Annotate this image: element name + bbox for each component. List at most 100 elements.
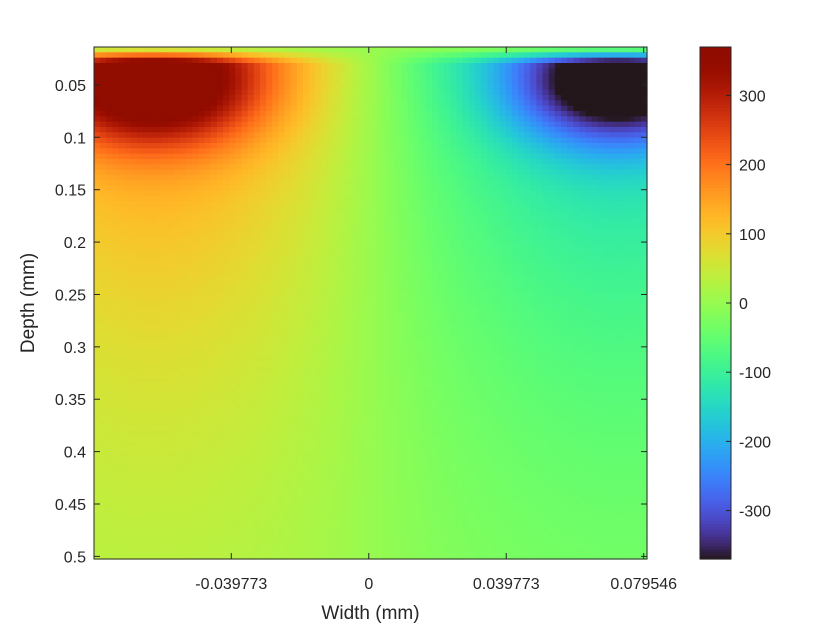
heatmap-cell <box>388 137 396 144</box>
heatmap-cell <box>149 212 157 219</box>
heatmap-cell <box>272 212 279 219</box>
heatmap-cell <box>610 137 617 144</box>
heatmap-cell <box>450 276 458 283</box>
heatmap-cell <box>603 89 611 96</box>
heatmap-cell <box>554 57 562 64</box>
heatmap-cell <box>603 281 611 288</box>
heatmap-cell <box>290 292 298 299</box>
heatmap-cell <box>94 105 101 112</box>
heatmap-cell <box>622 143 630 149</box>
heatmap-cell <box>634 260 642 267</box>
heatmap-cell <box>358 335 365 341</box>
heatmap-cell <box>505 239 513 245</box>
heatmap-cell <box>358 265 365 272</box>
heatmap-cell <box>118 196 126 203</box>
heatmap-cell <box>493 143 501 149</box>
heatmap-cell <box>309 191 316 197</box>
heatmap-cell <box>388 164 396 171</box>
heatmap-cell <box>591 84 599 91</box>
heatmap-cell <box>284 196 292 203</box>
heatmap-cell <box>364 265 372 272</box>
heatmap-cell <box>634 191 642 197</box>
heatmap-cell <box>253 191 261 197</box>
heatmap-cell <box>413 127 421 133</box>
heatmap-cell <box>266 175 273 181</box>
heatmap-cell <box>247 217 255 224</box>
heatmap-cell <box>223 73 230 80</box>
heatmap-cell <box>327 265 335 272</box>
heatmap-cell <box>407 260 415 267</box>
heatmap-cell <box>474 191 482 197</box>
heatmap-cell <box>315 223 322 229</box>
heatmap-cell <box>155 271 163 277</box>
heatmap-cell <box>610 201 617 208</box>
heatmap-cell <box>481 68 488 75</box>
heatmap-cell <box>161 143 169 149</box>
heatmap-cell <box>278 100 286 107</box>
heatmap-cell <box>628 63 636 69</box>
heatmap-cell <box>223 52 230 59</box>
heatmap-cell <box>167 239 175 245</box>
heatmap-cell <box>622 271 630 277</box>
heatmap-cell <box>431 153 439 160</box>
heatmap-cell <box>192 89 200 96</box>
heatmap-cell <box>229 164 236 171</box>
heatmap-cell <box>603 217 611 224</box>
heatmap-cell <box>296 217 304 224</box>
heatmap-cell <box>603 127 611 133</box>
heatmap-cell <box>487 127 494 133</box>
heatmap-cell <box>560 169 568 176</box>
heatmap-cell <box>567 175 574 181</box>
heatmap-cell <box>186 79 193 85</box>
heatmap-cell <box>573 244 581 251</box>
heatmap-cell <box>339 153 347 160</box>
heatmap-cell <box>438 153 445 160</box>
heatmap-cell <box>296 255 304 261</box>
heatmap-cell <box>327 239 335 245</box>
heatmap-cell <box>450 303 458 309</box>
heatmap-cell <box>395 159 402 165</box>
heatmap-cell <box>352 324 359 331</box>
heatmap-cell <box>278 292 286 299</box>
heatmap-cell <box>628 57 636 64</box>
heatmap-cell <box>481 217 488 224</box>
heatmap-cell <box>266 324 273 331</box>
heatmap-cell <box>407 159 415 165</box>
heatmap-cell <box>235 297 243 304</box>
heatmap-cell <box>364 121 372 128</box>
heatmap-cell <box>235 175 243 181</box>
heatmap-cell <box>493 63 501 69</box>
heatmap-cell <box>155 233 163 240</box>
heatmap-cell <box>388 47 396 53</box>
heatmap-cell <box>198 89 206 96</box>
heatmap-cell <box>554 169 562 176</box>
heatmap-cell <box>137 57 144 64</box>
heatmap-cell <box>382 121 390 128</box>
heatmap-cell <box>542 84 550 91</box>
heatmap-cell <box>536 276 544 283</box>
heatmap-cell <box>137 159 144 165</box>
heatmap-cell <box>358 207 365 213</box>
heatmap-cell <box>370 111 378 117</box>
heatmap-cell <box>505 297 513 304</box>
heatmap-cell <box>591 249 599 256</box>
heatmap-cell <box>339 105 347 112</box>
heatmap-cell <box>407 335 415 341</box>
heatmap-cell <box>192 175 200 181</box>
heatmap-cell <box>413 196 421 203</box>
heatmap-cell <box>603 52 611 59</box>
heatmap-cell <box>431 111 439 117</box>
heatmap-cell <box>567 153 574 160</box>
heatmap-cell <box>468 217 476 224</box>
heatmap-cell <box>198 340 206 347</box>
heatmap-cell <box>137 153 144 160</box>
heatmap-cell <box>610 297 617 304</box>
heatmap-cell <box>296 148 304 155</box>
heatmap-cell <box>321 313 329 320</box>
heatmap-cell <box>456 84 464 91</box>
heatmap-cell <box>302 308 310 315</box>
heatmap-cell <box>284 340 292 347</box>
heatmap-cell <box>143 121 150 128</box>
heatmap-cell <box>573 260 581 267</box>
heatmap-cell <box>186 292 193 299</box>
